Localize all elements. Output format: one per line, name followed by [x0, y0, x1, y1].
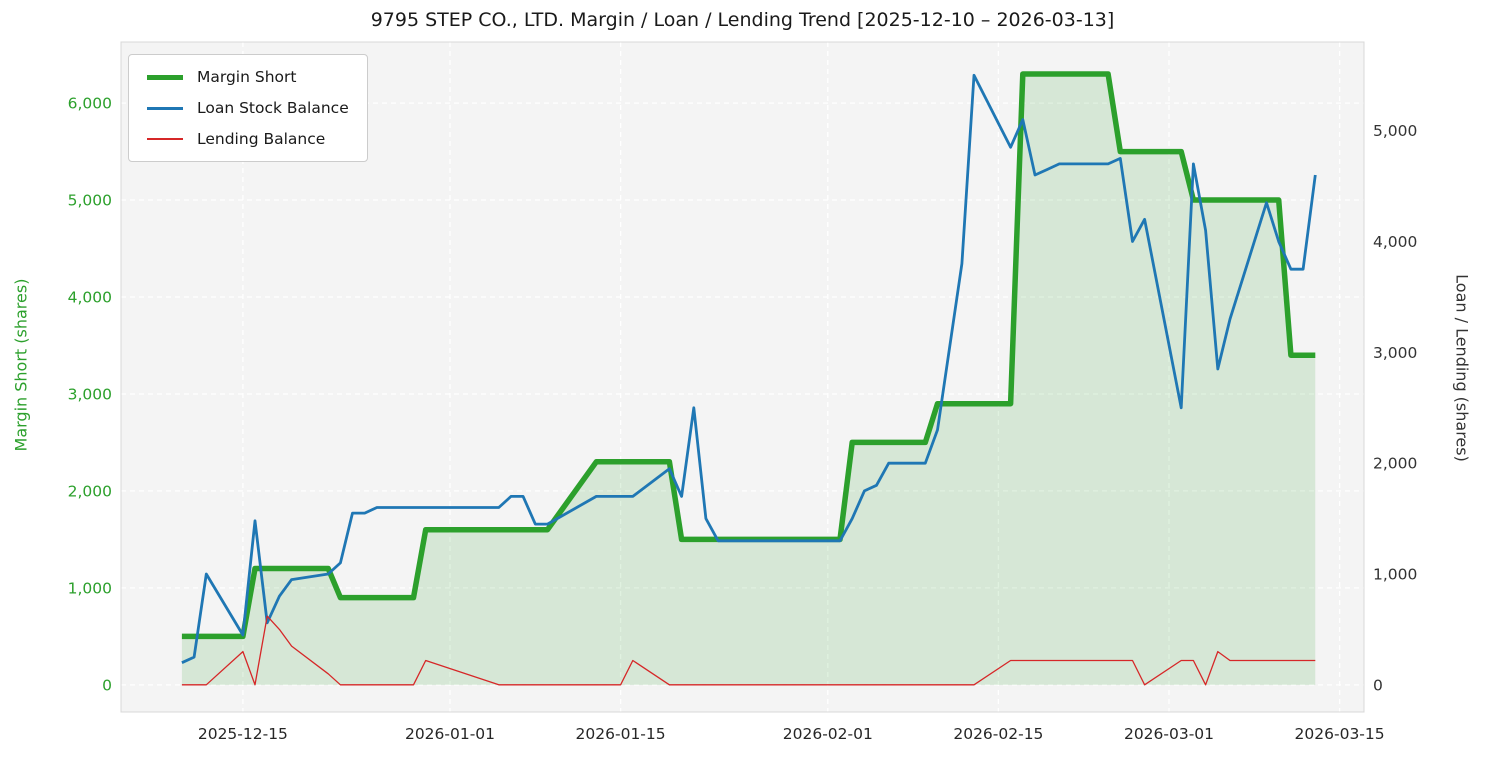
margin-short-line-swatch	[147, 74, 183, 80]
left-axis-tick-label: 2,000	[68, 482, 112, 500]
x-axis-tick-label: 2026-02-01	[783, 725, 873, 743]
left-axis-tick-label: 1,000	[68, 579, 112, 597]
left-axis-tick-label: 0	[102, 676, 112, 694]
loan-stock-balance-line-swatch	[147, 106, 183, 110]
x-axis-tick-label: 2026-02-15	[953, 725, 1043, 743]
left-axis-label: Margin Short (shares)	[11, 278, 31, 452]
right-axis-tick-label: 0	[1373, 676, 1383, 694]
right-axis-tick-label: 4,000	[1373, 233, 1417, 251]
legend-item-margin-short: Margin Short	[147, 66, 349, 88]
right-axis-tick-label: 2,000	[1373, 455, 1417, 473]
chart-title: 9795 STEP CO., LTD. Margin / Loan / Lend…	[370, 9, 1115, 31]
x-axis-tick-label: 2025-12-15	[198, 725, 288, 743]
right-axis-label: Loan / Lending (shares)	[1452, 274, 1472, 462]
legend-item-loan-stock-balance: Loan Stock Balance	[147, 97, 349, 119]
legend-label-lending-balance: Lending Balance	[197, 130, 326, 148]
left-axis-tick-label: 6,000	[68, 95, 112, 113]
lending-balance-line-swatch	[147, 138, 183, 140]
series-line-lending-balance	[181, 615, 1316, 686]
legend: Margin Short Loan Stock Balance Lending …	[128, 54, 368, 162]
left-axis-tick-label: 4,000	[68, 289, 112, 307]
x-axis-tick-label: 2026-01-01	[405, 725, 495, 743]
plot-border	[120, 41, 1365, 713]
left-axis-tick-label: 3,000	[68, 386, 112, 404]
x-axis-tick-label: 2026-03-01	[1124, 725, 1214, 743]
right-axis-tick-label: 5,000	[1373, 122, 1417, 140]
legend-label-margin-short: Margin Short	[197, 68, 297, 86]
legend-label-loan-stock-balance: Loan Stock Balance	[197, 99, 349, 117]
x-axis-tick-label: 2026-01-15	[576, 725, 666, 743]
left-axis-tick-label: 5,000	[68, 192, 112, 210]
legend-item-lending-balance: Lending Balance	[147, 128, 349, 150]
right-axis-tick-label: 3,000	[1373, 344, 1417, 362]
right-axis-tick-label: 1,000	[1373, 566, 1417, 584]
x-axis-tick-label: 2026-03-15	[1295, 725, 1385, 743]
series-line-loan-stock-balance	[181, 73, 1317, 664]
